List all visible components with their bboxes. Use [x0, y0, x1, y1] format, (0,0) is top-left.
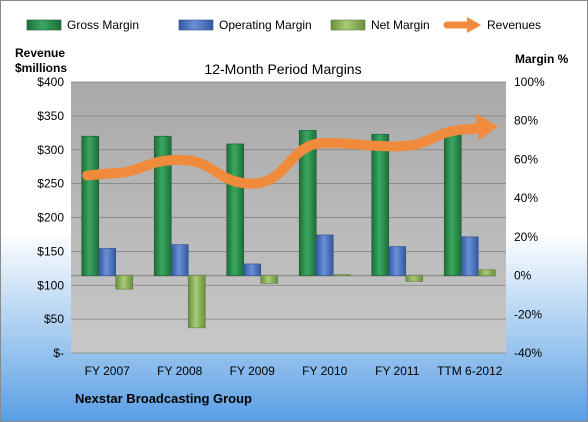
- legend-label: Revenues: [487, 18, 541, 32]
- right-tick-label: 40%: [514, 191, 538, 205]
- chart-title: 12-Month Period Margins: [204, 61, 361, 77]
- left-tick-label: $150: [37, 244, 64, 258]
- bar-net-margin: [332, 274, 351, 276]
- bar-net-margin: [477, 269, 496, 276]
- bar-operating-margin: [243, 263, 262, 276]
- legend-arrow-revenues: [467, 17, 481, 33]
- legend-swatch: [330, 19, 366, 31]
- left-tick-label: $350: [37, 109, 64, 123]
- category-label: FY 2010: [302, 364, 347, 378]
- left-axis-label-line2: $millions: [15, 61, 67, 75]
- bar-operating-margin: [170, 244, 189, 276]
- category-label: FY 2011: [375, 364, 420, 378]
- x-axis: FY 2007 FY 2008 FY 2009 FY 2010 FY 2011 TTM 6…: [85, 364, 503, 378]
- category-label: FY 2007: [85, 364, 130, 378]
- bar-gross-margin: [371, 133, 390, 276]
- bar-net-margin: [405, 275, 424, 282]
- legend-label: Operating Margin: [219, 18, 312, 32]
- left-axis: $- $50 $100 $150 $200 $250 $300 $350 $400: [37, 75, 64, 360]
- right-axis-label: Margin %: [515, 52, 569, 66]
- revenue-line: [82, 122, 485, 189]
- bar-operating-margin: [98, 248, 117, 276]
- company-name: Nexstar Broadcasting Group: [75, 391, 252, 406]
- bar-net-margin: [115, 275, 134, 290]
- category-label: FY 2008: [157, 364, 202, 378]
- left-tick-label: $100: [37, 278, 64, 292]
- axis-floor: [71, 274, 496, 277]
- right-tick-label: -40%: [514, 346, 542, 360]
- bar-net-margin: [260, 275, 279, 284]
- legend-swatch: [26, 19, 62, 31]
- right-axis: -40% -20% 0% 20% 40% 60% 80% 100%: [514, 75, 545, 360]
- left-tick-label: $300: [37, 143, 64, 157]
- right-tick-label: 20%: [514, 230, 538, 244]
- revenue-arrowhead: [475, 113, 498, 141]
- bar-gross-margin: [443, 133, 462, 276]
- bar-operating-margin: [460, 236, 479, 276]
- left-tick-label: $250: [37, 177, 64, 191]
- legend-label: Net Margin: [371, 18, 430, 32]
- right-tick-label: -20%: [514, 307, 542, 321]
- category-label: FY 2009: [230, 364, 275, 378]
- bar-gross-margin: [81, 135, 100, 276]
- right-tick-label: 60%: [514, 152, 538, 166]
- revenue-line-group: [82, 113, 498, 189]
- left-tick-label: $50: [44, 312, 64, 326]
- left-axis-label-line1: Revenue: [15, 46, 65, 60]
- right-tick-label: 0%: [514, 269, 532, 283]
- legend-swatch: [178, 19, 214, 31]
- gridlines: [71, 81, 506, 354]
- bar-net-margin: [187, 275, 206, 329]
- zero-baseline: [71, 274, 496, 277]
- left-tick-label: $400: [37, 75, 64, 89]
- bar-operating-margin: [388, 246, 407, 276]
- left-tick-label: $200: [37, 211, 64, 225]
- bar-gross-margin: [153, 135, 172, 276]
- left-tick-label: $-: [53, 346, 64, 360]
- bar-gross-margin: [226, 143, 245, 276]
- legend: Gross Margin Operating Margin Net Margin Re…: [26, 17, 541, 33]
- category-label: TTM 6-2012: [437, 364, 503, 378]
- bar-gross-margin: [298, 130, 317, 276]
- bar-operating-margin: [315, 234, 334, 276]
- right-tick-label: 100%: [514, 75, 545, 89]
- legend-label: Gross Margin: [67, 18, 139, 32]
- right-tick-label: 80%: [514, 114, 538, 128]
